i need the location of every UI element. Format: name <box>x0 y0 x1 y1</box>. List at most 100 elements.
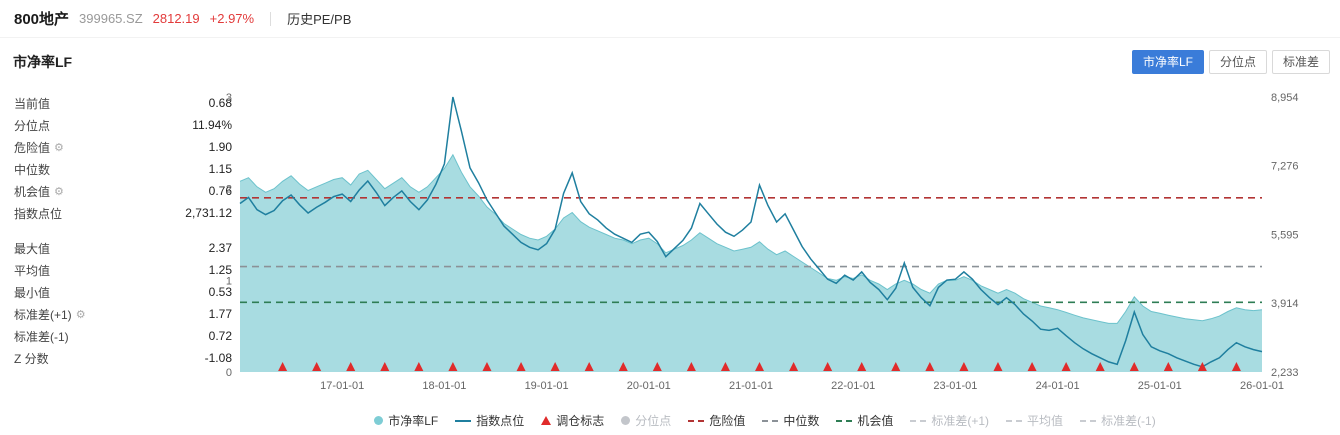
chart-legend: 市净率LF 指数点位 调仓标志 分位点 危险值 中位数 机会值 标准差(+1) 平均值 标准差(-… <box>240 412 1290 429</box>
rebalance-marker-icon <box>1197 362 1207 371</box>
legend-item[interactable]: 市净率LF <box>374 412 438 429</box>
x-axis-tick: 26-01-01 <box>1240 380 1284 392</box>
right-axis-tick: 8,954 <box>1271 92 1299 104</box>
stat-value: 2.37 <box>208 241 232 255</box>
stat-label: 指数点位 <box>14 206 63 221</box>
legend-dot-icon <box>374 416 384 425</box>
stat-label: Z 分数 <box>14 351 49 366</box>
stat-label: 标准差(+1) <box>14 307 72 322</box>
stat-value: 11.94% <box>192 118 232 132</box>
legend-item[interactable]: 指数点位 <box>455 412 524 429</box>
right-axis-tick: 5,595 <box>1271 229 1299 241</box>
stat-label: 当前值 <box>14 96 51 111</box>
stat-value: 1.25 <box>208 263 232 277</box>
rebalance-marker-icon <box>1095 362 1105 371</box>
rebalance-marker-icon <box>720 362 730 371</box>
stat-row: 标准差(+1) ⚙ 1.77 <box>14 303 232 325</box>
left-axis-tick: 0 <box>226 367 232 379</box>
stat-row: 最大值 2.37 <box>14 237 232 259</box>
x-axis-tick: 18-01-01 <box>422 380 466 392</box>
legend-item[interactable]: 机会值 <box>836 412 893 429</box>
legend-dash-icon <box>762 419 779 422</box>
left-axis-tick: 1 <box>226 275 232 287</box>
pb-index-chart[interactable]: 0 1 2 3 8,954 7,276 5,595 3,914 2,233 17-01-01 18-… <box>0 84 1340 406</box>
stat-label: 中位数 <box>14 162 51 177</box>
legend-item[interactable]: 分位点 <box>621 412 671 429</box>
legend-item[interactable]: 标准差(+1) <box>910 412 989 429</box>
legend-item[interactable]: 中位数 <box>762 412 819 429</box>
x-axis-tick: 23-01-01 <box>933 380 977 392</box>
index-change: +2.97% <box>209 11 255 26</box>
legend-label: 中位数 <box>783 414 820 428</box>
legend-label: 危险值 <box>709 414 746 428</box>
rebalance-marker-icon <box>959 362 969 371</box>
rebalance-marker-icon <box>278 362 288 371</box>
stat-value: 0.76 <box>208 184 232 198</box>
stat-row: 危险值 ⚙ 1.90 <box>14 136 232 158</box>
stat-label: 标准差(-1) <box>14 329 69 344</box>
stat-value: 1.77 <box>208 307 232 321</box>
right-axis-tick: 3,914 <box>1271 298 1299 310</box>
panel-title: 市净率LF <box>13 54 73 70</box>
x-axis-tick: 25-01-01 <box>1138 380 1182 392</box>
stats-panel: 当前值 0.68 分位点 11.94% 危险值 ⚙ 1.90 中位数 1.15 机会值 ⚙ 0.76 指… <box>14 92 232 369</box>
gear-icon[interactable]: ⚙ <box>54 185 64 198</box>
stat-label: 平均值 <box>14 263 51 278</box>
legend-label: 指数点位 <box>476 414 525 428</box>
rebalance-marker-icon <box>618 362 628 371</box>
x-axis-tick: 22-01-01 <box>831 380 875 392</box>
stat-row: 最小值 0.53 <box>14 281 232 303</box>
legend-label: 标准差(-1) <box>1101 414 1156 428</box>
stat-value: 1.15 <box>208 162 232 176</box>
gear-icon[interactable]: ⚙ <box>75 308 86 321</box>
legend-item[interactable]: 平均值 <box>1006 412 1063 429</box>
rebalance-marker-icon <box>1163 362 1173 371</box>
legend-label: 分位点 <box>635 414 672 428</box>
stat-row: 标准差(-1) 0.72 <box>14 325 232 347</box>
legend-line-icon <box>455 419 472 422</box>
rebalance-marker-icon <box>346 362 356 371</box>
legend-label: 市净率LF <box>388 414 439 428</box>
rebalance-marker-icon <box>482 362 492 371</box>
legend-label: 标准差(+1) <box>931 414 990 428</box>
legend-dash-icon <box>1080 419 1097 422</box>
rebalance-marker-icon <box>516 362 526 371</box>
stat-row: 平均值 1.25 <box>14 259 232 281</box>
stat-label: 最小值 <box>14 285 51 300</box>
stat-row: Z 分数 -1.08 <box>14 347 232 369</box>
legend-dash-icon <box>836 419 853 422</box>
legend-dash-icon <box>1006 419 1023 422</box>
tab-pb-lf[interactable]: 市净率LF <box>1131 50 1204 74</box>
stat-row: 分位点 11.94% <box>14 114 232 136</box>
header-divider <box>270 11 272 26</box>
legend-item[interactable]: 标准差(-1) <box>1080 412 1156 429</box>
rebalance-marker-icon <box>925 362 935 371</box>
gear-icon[interactable]: ⚙ <box>54 141 64 154</box>
history-pepb-link[interactable]: 历史PE/PB <box>287 12 352 27</box>
stat-row: 机会值 ⚙ 0.76 <box>14 180 232 202</box>
rebalance-marker-icon <box>789 362 799 371</box>
left-axis-tick: 3 <box>226 92 232 104</box>
x-axis-tick: 21-01-01 <box>729 380 773 392</box>
rebalance-marker-icon <box>448 362 458 371</box>
stat-value: 0.72 <box>208 329 232 343</box>
rebalance-marker-icon <box>652 362 662 371</box>
stat-row: 中位数 1.15 <box>14 158 232 180</box>
legend-item[interactable]: 调仓标志 <box>541 412 604 429</box>
right-axis-tick: 7,276 <box>1271 161 1299 173</box>
rebalance-marker-icon <box>312 362 322 371</box>
right-axis-tick: 2,233 <box>1271 367 1299 379</box>
rebalance-marker-icon <box>1231 362 1241 371</box>
stat-label: 分位点 <box>14 118 51 133</box>
pb-area <box>240 154 1262 372</box>
tab-percentile[interactable]: 分位点 <box>1208 50 1267 74</box>
rebalance-marker-icon <box>380 362 390 371</box>
stat-row: 指数点位 2,731.12 <box>14 202 232 224</box>
header: 800地产 399965.SZ 2812.19 +2.97% 历史PE/PB <box>0 0 1340 38</box>
tab-stddev[interactable]: 标准差 <box>1271 50 1330 74</box>
legend-triangle-icon <box>541 416 552 425</box>
legend-item[interactable]: 危险值 <box>688 412 745 429</box>
legend-label: 调仓标志 <box>556 414 605 428</box>
rebalance-marker-icon <box>1027 362 1037 371</box>
